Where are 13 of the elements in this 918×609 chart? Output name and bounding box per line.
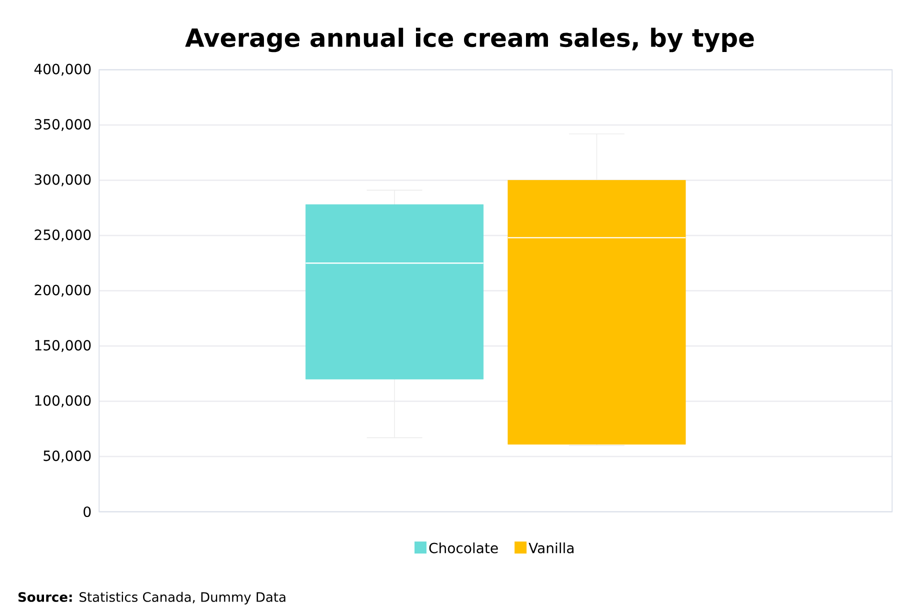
legend-label: Vanilla: [528, 542, 574, 554]
y-tick-label: 100,000: [35, 395, 91, 408]
y-tick-label: 300,000: [34, 174, 91, 186]
y-tick-label: 150,000: [35, 340, 91, 352]
y-tick-label: 0: [84, 506, 91, 518]
text: Source: Statistics Canada, Dummy Data: [18, 592, 286, 604]
y-tick-label: 200,000: [34, 284, 91, 297]
y-tick-label: 400,000: [34, 64, 91, 76]
legend-label: Chocolate: [429, 542, 498, 554]
y-tick-label: 250,000: [34, 229, 91, 242]
chart-title: Average annual ice cream sales, by type: [185, 28, 754, 52]
y-tick-label: 50,000: [44, 450, 91, 463]
y-tick-label: 350,000: [34, 118, 91, 132]
